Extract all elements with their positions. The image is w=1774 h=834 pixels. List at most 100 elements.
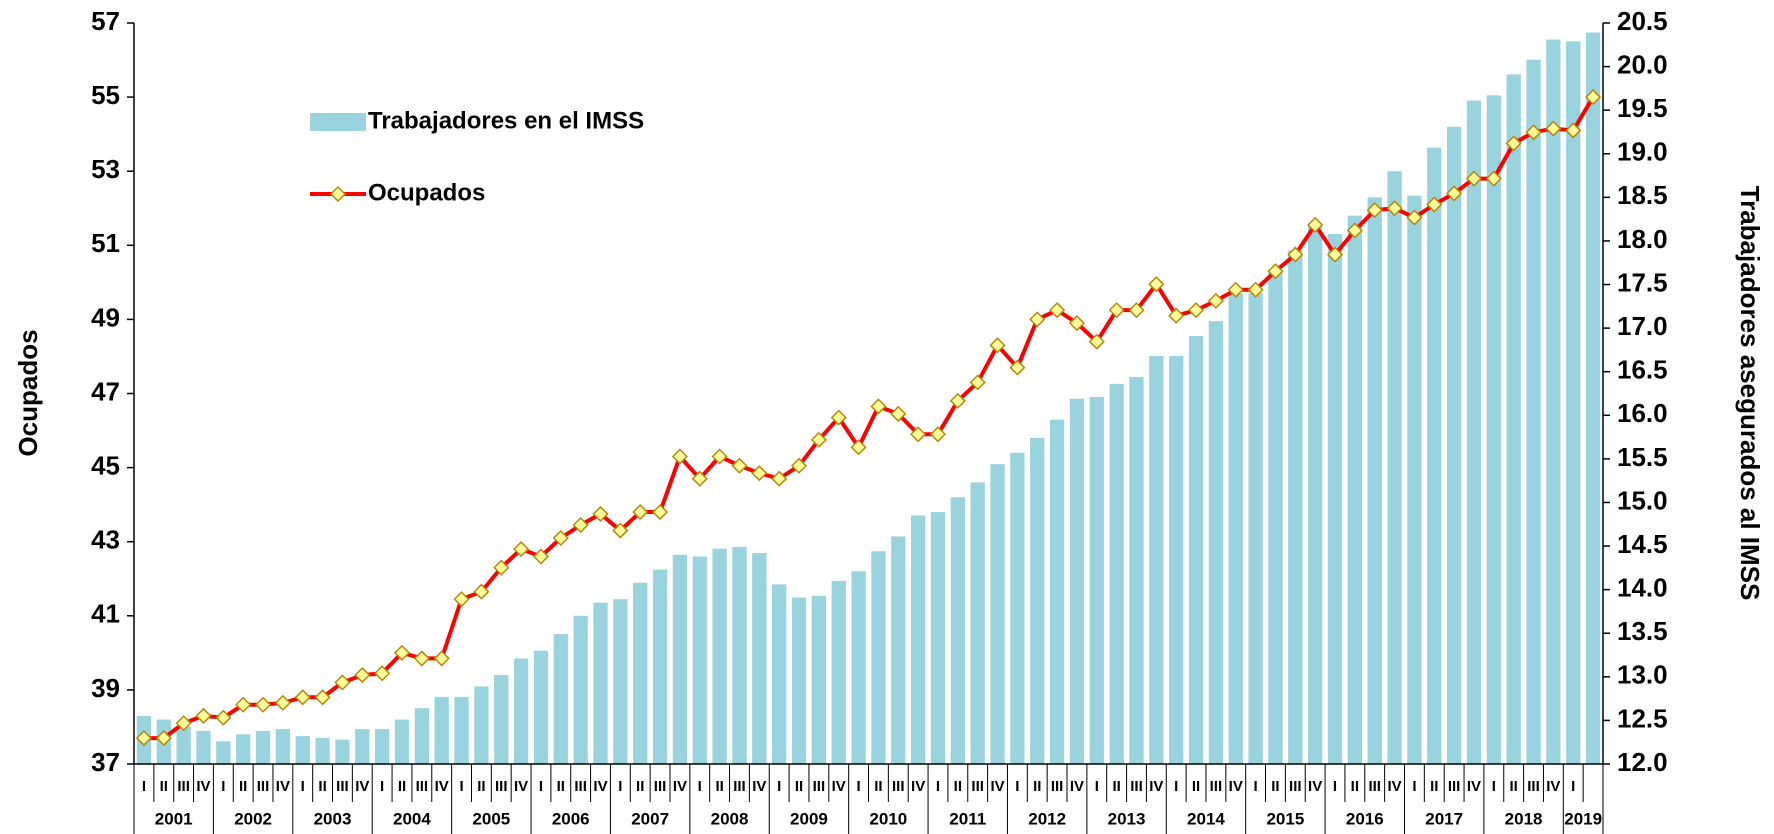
bar bbox=[494, 675, 509, 764]
legend-label: Ocupados bbox=[368, 179, 485, 206]
x-tick-label: II bbox=[1509, 778, 1517, 795]
year-label: 2012 bbox=[1028, 809, 1066, 828]
bar bbox=[553, 634, 568, 764]
marker bbox=[1346, 222, 1363, 239]
bar bbox=[434, 696, 449, 764]
x-tick-label: II bbox=[160, 778, 168, 795]
bar bbox=[970, 482, 985, 764]
bar bbox=[1327, 233, 1343, 765]
x-tick-label: IV bbox=[1070, 778, 1084, 795]
x-tick-label: I bbox=[301, 778, 305, 795]
bar bbox=[1089, 396, 1104, 764]
marker bbox=[929, 426, 947, 443]
marker bbox=[175, 715, 192, 732]
bar bbox=[1585, 32, 1601, 764]
bar bbox=[513, 658, 529, 764]
x-tick-label: II bbox=[477, 778, 485, 795]
marker bbox=[1545, 120, 1562, 137]
bar bbox=[1049, 419, 1065, 764]
bar bbox=[1566, 41, 1581, 764]
x-tick-label: II bbox=[398, 778, 406, 795]
bar bbox=[1288, 250, 1303, 765]
x-tick-label: III bbox=[416, 778, 429, 795]
marker bbox=[1168, 307, 1185, 324]
year-label: 2011 bbox=[949, 809, 986, 828]
marker bbox=[1406, 209, 1423, 226]
marker bbox=[711, 448, 728, 465]
bar bbox=[791, 597, 807, 764]
marker bbox=[1465, 170, 1483, 187]
marker bbox=[691, 470, 708, 487]
bar bbox=[176, 726, 191, 764]
bar bbox=[374, 729, 390, 764]
x-tick-label: I bbox=[221, 778, 225, 795]
marker bbox=[393, 644, 411, 661]
x-tick-label: IV bbox=[1229, 778, 1243, 795]
marker bbox=[1585, 89, 1602, 106]
year-label: 2014 bbox=[1187, 809, 1225, 828]
marker bbox=[751, 465, 768, 482]
bar bbox=[1347, 215, 1363, 764]
marker bbox=[334, 674, 351, 691]
bar bbox=[255, 730, 271, 764]
bar bbox=[315, 737, 330, 764]
marker bbox=[1485, 170, 1502, 187]
x-tick-label: IV bbox=[911, 778, 925, 795]
y-tick-label: 41 bbox=[91, 599, 120, 629]
year-label: 2001 bbox=[155, 809, 193, 828]
x-tick-label: III bbox=[257, 778, 270, 795]
bar bbox=[295, 736, 310, 764]
marker bbox=[671, 448, 688, 465]
marker bbox=[274, 694, 291, 711]
year-label: 2018 bbox=[1505, 809, 1543, 828]
x-tick-label: III bbox=[1051, 778, 1064, 795]
x-tick-label: II bbox=[1271, 778, 1279, 795]
bar bbox=[752, 553, 767, 764]
year-label: 2017 bbox=[1425, 809, 1463, 828]
bar bbox=[1208, 321, 1224, 764]
year-label: 2002 bbox=[234, 809, 272, 828]
x-tick-label: II bbox=[636, 778, 644, 795]
marker bbox=[850, 439, 867, 456]
x-tick-label: IV bbox=[990, 778, 1004, 795]
marker bbox=[314, 689, 331, 706]
marker bbox=[552, 529, 569, 547]
marker bbox=[1029, 311, 1046, 328]
y-tick-label: 43 bbox=[91, 525, 120, 555]
x-tick-label: II bbox=[318, 778, 326, 795]
y2-tick-label: 19.0 bbox=[1617, 137, 1668, 167]
x-tick-label: IV bbox=[514, 778, 528, 795]
x-tick-label: I bbox=[777, 778, 781, 795]
marker bbox=[1128, 302, 1145, 319]
bar bbox=[1466, 100, 1482, 765]
year-label: 2013 bbox=[1108, 809, 1146, 828]
marker bbox=[1207, 292, 1224, 309]
x-tick-label: I bbox=[459, 778, 463, 795]
bar bbox=[1188, 335, 1204, 764]
x-tick-label: I bbox=[1174, 778, 1178, 795]
marker bbox=[592, 505, 609, 522]
x-tick-label: I bbox=[1015, 778, 1019, 795]
x-tick-label: II bbox=[1112, 778, 1120, 795]
marker bbox=[493, 559, 510, 576]
marker bbox=[374, 665, 391, 682]
y-tick-label: 45 bbox=[91, 450, 120, 480]
bar bbox=[990, 464, 1005, 764]
marker bbox=[790, 457, 808, 474]
x-tick-label: I bbox=[380, 778, 384, 795]
x-tick-label: IV bbox=[1149, 778, 1163, 795]
x-tick-label: III bbox=[733, 778, 746, 795]
x-tick-label: I bbox=[618, 778, 622, 795]
bar bbox=[1526, 59, 1541, 764]
marker bbox=[1049, 302, 1066, 319]
marker bbox=[473, 583, 490, 600]
bar bbox=[672, 554, 688, 764]
marker bbox=[910, 426, 927, 443]
bar bbox=[1109, 383, 1124, 764]
year-label: 2007 bbox=[631, 809, 669, 828]
y2-tick-label: 17.0 bbox=[1617, 311, 1668, 341]
y-tick-label: 39 bbox=[91, 673, 120, 703]
x-tick-label: IV bbox=[832, 778, 846, 795]
year-label: 2004 bbox=[393, 809, 431, 828]
